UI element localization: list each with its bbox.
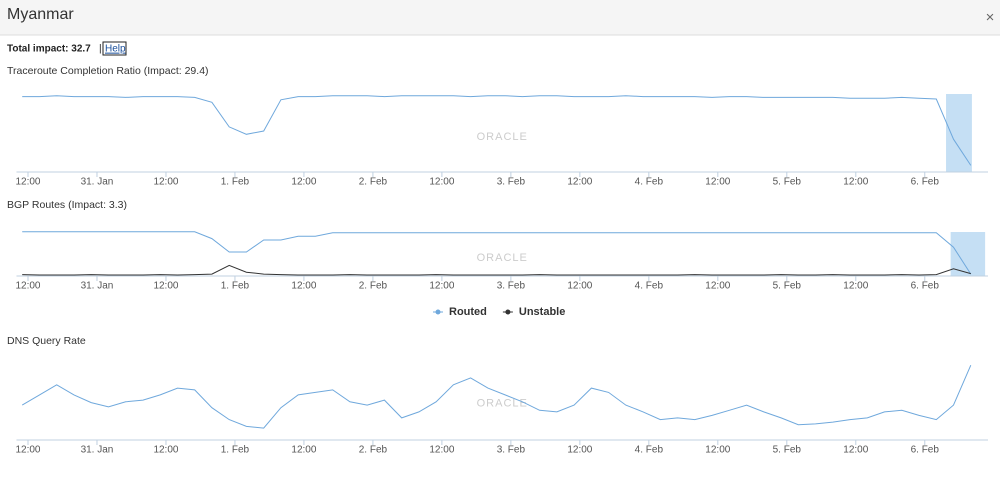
x-tick-label: 4. Feb bbox=[635, 177, 664, 188]
x-tick-label: 12:00 bbox=[429, 281, 454, 292]
x-tick-label: 12:00 bbox=[429, 177, 454, 188]
x-tick-label: 5. Feb bbox=[773, 281, 802, 292]
legend-marker[interactable] bbox=[505, 309, 511, 315]
separator: | bbox=[99, 44, 102, 55]
legend-label[interactable]: Unstable bbox=[519, 306, 565, 318]
close-button[interactable]: × bbox=[986, 9, 995, 26]
x-tick-label: 1. Feb bbox=[221, 281, 250, 292]
x-tick-label: 6. Feb bbox=[911, 281, 940, 292]
x-tick-label: 12:00 bbox=[567, 445, 592, 456]
x-tick-label: 12:00 bbox=[291, 281, 316, 292]
x-tick-label: 12:00 bbox=[15, 177, 40, 188]
chart-title: Traceroute Completion Ratio (Impact: 29.… bbox=[7, 65, 209, 77]
header-bar bbox=[0, 0, 1000, 35]
x-tick-label: 6. Feb bbox=[911, 177, 940, 188]
x-tick-label: 2. Feb bbox=[359, 445, 388, 456]
x-tick-label: 6. Feb bbox=[911, 445, 940, 456]
x-tick-label: 12:00 bbox=[153, 445, 178, 456]
series-line bbox=[21, 365, 972, 429]
x-tick-label: 12:00 bbox=[567, 281, 592, 292]
total-impact: Total impact: 32.7 bbox=[7, 44, 91, 55]
x-tick-label: 12:00 bbox=[843, 445, 868, 456]
x-tick-label: 2. Feb bbox=[359, 177, 388, 188]
chart-title: DNS Query Rate bbox=[7, 335, 86, 347]
x-tick-label: 4. Feb bbox=[635, 281, 664, 292]
x-tick-label: 12:00 bbox=[291, 445, 316, 456]
legend-marker[interactable] bbox=[435, 309, 441, 315]
x-tick-label: 12:00 bbox=[15, 281, 40, 292]
legend-label[interactable]: Routed bbox=[449, 306, 487, 318]
dialog-title: Myanmar bbox=[7, 6, 74, 23]
x-tick-label: 2. Feb bbox=[359, 281, 388, 292]
x-tick-label: 12:00 bbox=[843, 281, 868, 292]
x-tick-label: 12:00 bbox=[705, 177, 730, 188]
x-tick-label: 4. Feb bbox=[635, 445, 664, 456]
x-tick-label: 12:00 bbox=[429, 445, 454, 456]
x-tick-label: 31. Jan bbox=[81, 281, 114, 292]
x-tick-label: 1. Feb bbox=[221, 445, 250, 456]
watermark: ORACLE bbox=[477, 252, 528, 264]
x-tick-label: 31. Jan bbox=[81, 445, 114, 456]
x-tick-label: 3. Feb bbox=[497, 445, 526, 456]
help-box bbox=[102, 41, 127, 56]
x-tick-label: 12:00 bbox=[567, 177, 592, 188]
x-tick-label: 12:00 bbox=[843, 177, 868, 188]
x-tick-label: 5. Feb bbox=[773, 177, 802, 188]
chart-title: BGP Routes (Impact: 3.3) bbox=[7, 199, 127, 211]
x-tick-label: 12:00 bbox=[291, 177, 316, 188]
x-tick-label: 12:00 bbox=[705, 281, 730, 292]
watermark: ORACLE bbox=[477, 397, 528, 409]
x-tick-label: 12:00 bbox=[15, 445, 40, 456]
x-tick-label: 12:00 bbox=[153, 281, 178, 292]
help-link[interactable]: Help bbox=[105, 44, 126, 55]
series-line bbox=[22, 95, 972, 166]
x-tick-label: 3. Feb bbox=[497, 281, 526, 292]
watermark: ORACLE bbox=[477, 131, 528, 143]
series-line bbox=[22, 264, 971, 276]
x-tick-label: 1. Feb bbox=[221, 177, 250, 188]
x-tick-label: 5. Feb bbox=[773, 445, 802, 456]
series-line bbox=[22, 231, 972, 275]
x-tick-label: 3. Feb bbox=[497, 177, 526, 188]
x-tick-label: 12:00 bbox=[153, 177, 178, 188]
x-tick-label: 31. Jan bbox=[81, 177, 114, 188]
x-tick-label: 12:00 bbox=[705, 445, 730, 456]
